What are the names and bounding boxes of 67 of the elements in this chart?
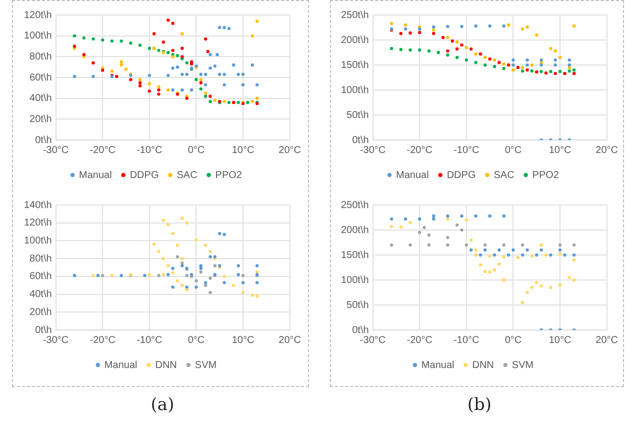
x-tick-label: 0°C xyxy=(188,144,205,156)
x-tick-label: -30°C xyxy=(360,144,386,156)
y-tick-label: 250t\h xyxy=(340,10,369,21)
x-tick-label: -30°C xyxy=(42,144,69,156)
y-tick-label: 150t\h xyxy=(340,60,369,71)
legend-label: SVM xyxy=(194,360,217,371)
x-tick-label: 20°C xyxy=(596,144,618,156)
y-tick-label: 200t\h xyxy=(340,224,369,236)
x-tick-label: -30°C xyxy=(360,334,386,346)
x-tick-label: 10°C xyxy=(232,144,254,156)
legend-label: PPO2 xyxy=(215,170,242,181)
x-tick-label: 0°C xyxy=(504,144,522,156)
legend-label: SAC xyxy=(176,170,198,181)
text: (b) xyxy=(466,395,493,415)
x-tick-label: -10°C xyxy=(454,144,480,156)
x-tick-label: 10°C xyxy=(548,144,572,156)
x-tick-label: -10°C xyxy=(454,334,480,346)
x-tick-label: -20°C xyxy=(90,144,116,156)
legend-label: SVM xyxy=(512,360,534,371)
y-tick-label: 100t\h xyxy=(340,274,369,286)
x-tick-label: -10°C xyxy=(136,144,162,156)
x-tick-label: 0°C xyxy=(504,334,522,346)
y-tick-label: 80t\h xyxy=(30,253,52,264)
x-tick-label: 20°C xyxy=(278,144,301,156)
legend-label: Manual xyxy=(104,360,138,371)
y-tick-label: 0t\h xyxy=(35,324,52,336)
y-tick-label: 0t\h xyxy=(35,134,52,146)
y-tick-label: 20t\h xyxy=(30,114,52,125)
y-tick-label: 60t\h xyxy=(30,271,52,282)
y-tick-label: 120t\h xyxy=(24,10,52,21)
legend-label: DDPG xyxy=(446,170,476,181)
y-tick-label: 200t\h xyxy=(340,34,369,46)
y-tick-label: 250t\h xyxy=(340,200,369,211)
x-tick-label: 20°C xyxy=(596,334,618,346)
legend-label: Manual xyxy=(396,170,429,181)
y-tick-label: 80t\h xyxy=(30,51,52,62)
y-tick-label: 0t\h xyxy=(352,324,369,336)
y-tick-label: 100t\h xyxy=(24,30,52,42)
legend-label: DNN xyxy=(155,360,177,371)
y-tick-label: 50t\h xyxy=(346,110,369,121)
y-tick-label: 100t\h xyxy=(340,84,369,96)
x-tick-label: -20°C xyxy=(406,144,432,156)
x-tick-label: 10°C xyxy=(548,334,572,346)
x-tick-label: -20°C xyxy=(406,334,432,346)
legend-label: PPO2 xyxy=(532,170,560,181)
x-tick-label: -10°C xyxy=(136,334,162,346)
x-tick-label: -20°C xyxy=(90,334,116,346)
x-tick-label: 20°C xyxy=(278,334,301,346)
y-tick-label: 100t\h xyxy=(24,235,52,246)
y-tick-label: 50t\h xyxy=(346,300,369,311)
y-tick-label: 150t\h xyxy=(340,250,369,261)
legend-label: SAC xyxy=(494,170,514,181)
legend-label: DDPG xyxy=(130,170,159,181)
legend-label: DNN xyxy=(472,360,494,371)
y-tick-label: 0t\h xyxy=(352,134,369,146)
y-tick-label: 60t\h xyxy=(30,72,52,84)
y-tick-label: 120t\h xyxy=(24,218,52,229)
y-tick-label: 40t\h xyxy=(30,289,52,300)
x-tick-label: 0°C xyxy=(188,334,205,346)
y-tick-label: 40t\h xyxy=(30,93,52,104)
x-tick-label: -30°C xyxy=(42,334,69,346)
legend-label: Manual xyxy=(79,170,112,181)
y-tick-label: 140t\h xyxy=(24,200,52,211)
text: (a) xyxy=(150,395,176,415)
legend-label: Manual xyxy=(421,360,454,371)
y-tick-label: 20t\h xyxy=(30,306,52,318)
x-tick-label: 10°C xyxy=(232,334,254,346)
